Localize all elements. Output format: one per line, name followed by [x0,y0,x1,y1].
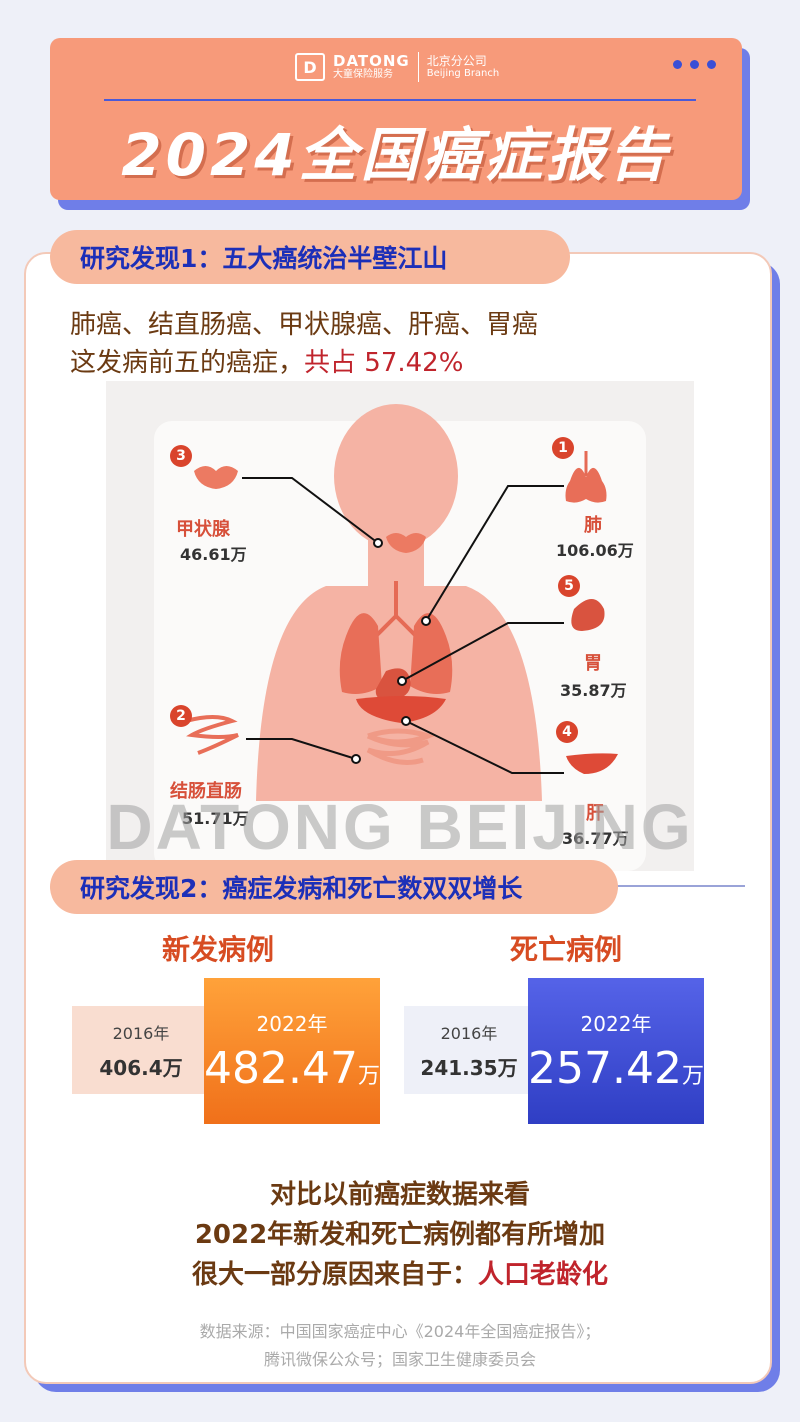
organ-label-colorectal: 结肠直肠 [170,781,242,802]
deaths-label: 死亡病例 [510,933,623,966]
organ-value-colorectal: 51.71万 [182,809,249,828]
lungs-organ [374,581,418,638]
logo-divider [417,52,419,82]
logo-mark-icon: D [295,53,325,81]
deaths-2022-box: 2022年 257.42万 [528,978,704,1124]
liver-organ [356,696,446,723]
deaths-2016-year: 2016年 [440,1023,498,1043]
branch-cn: 北京分公司 [426,53,487,68]
intro-line2-a: 这发病前五的癌症， [70,348,305,378]
finding1-title: 研究发现1：五大癌统治半壁江山 [50,230,570,284]
new-cases-2016-year: 2016年 [112,1023,170,1043]
organ-label-stomach: 胃 [584,653,602,674]
new-cases-2022-year: 2022年 [256,1012,328,1036]
conclusion-line3-a: 很大一部分原因来自于： [191,1260,478,1290]
branch-en: Beijing Branch [426,68,500,80]
thyroid-organ [386,533,426,553]
intro-line1: 肺癌、结直肠癌、甲状腺癌、肝癌、胃癌 [70,310,539,340]
watermark-text: DATONG BEIJING [106,791,694,863]
conclusion-line2: 2022年新发和死亡病例都有所增加 [194,1220,606,1250]
conclusion: 对比以前癌症数据来看 2022年新发和死亡病例都有所增加 很大一部分原因来自于：… [0,1175,800,1295]
organ-value-lung: 106.06万 [556,541,634,560]
source-line2: 腾讯微保公众号；国家卫生健康委员会 [263,1350,536,1369]
data-source: 数据来源：中国国家癌症中心《2024年全国癌症报告》； 腾讯微保公众号；国家卫生… [0,1318,800,1374]
new-cases-2016-value: 406.4万 [99,1055,183,1080]
conclusion-highlight: 人口老龄化 [478,1260,609,1290]
new-cases-2016-box: 2016年 406.4万 [72,1006,210,1094]
organ-value-thyroid: 46.61万 [180,545,247,564]
deaths-2016-box: 2016年 241.35万 [404,1006,534,1094]
logo-cn: 大童保险服务 [333,68,393,80]
rank-badge-4: 4 [556,721,578,743]
new-cases-2022-value: 482.47 [204,1043,358,1094]
datong-logo: D DATONG 大童保险服务 北京分公司 Beijing Branch [295,50,499,84]
new-cases-unit: 万 [357,1064,380,1089]
rank-badge-3: 3 [170,445,192,467]
rank-badge-1: 1 [552,437,574,459]
more-dots-icon [673,60,716,69]
organ-label-lung: 肺 [584,515,602,536]
body-illustration: 3 甲状腺 46.61万 1 肺 106.06万 5 胃 35.87万 2 结肠… [106,381,694,871]
conclusion-line1: 对比以前癌症数据来看 [269,1180,530,1210]
new-cases-2022-box: 2022年 482.47万 [204,978,380,1124]
header-card: D DATONG 大童保险服务 北京分公司 Beijing Branch 202… [50,38,742,200]
logo-en: DATONG [333,51,410,70]
intestine-organ [366,728,436,765]
deaths-2022-year: 2022年 [580,1012,652,1036]
finding2-title: 研究发现2：癌症发病和死亡数双双增长 [50,860,618,914]
body-figure-svg [154,404,646,871]
organ-value-stomach: 35.87万 [560,681,627,700]
header-divider [104,99,696,101]
finding2-line [610,885,745,887]
deaths-unit: 万 [681,1064,704,1089]
rank-badge-5: 5 [558,575,580,597]
rank-badge-2: 2 [170,705,192,727]
finding1-intro: 肺癌、结直肠癌、甲状腺癌、肝癌、胃癌 这发病前五的癌症，共占 57.42% [70,306,710,382]
deaths-2022-value: 257.42 [528,1043,682,1094]
organ-value-liver: 36.77万 [562,829,629,848]
intro-line2-highlight: 共占 57.42% [304,348,464,378]
organ-label-thyroid: 甲状腺 [176,519,230,540]
source-line1: 数据来源：中国国家癌症中心《2024年全国癌症报告》； [199,1322,601,1341]
page-title: 2024全国癌症报告 [121,121,671,189]
organ-label-liver: 肝 [586,803,604,824]
new-cases-label: 新发病例 [162,933,275,966]
deaths-2016-value: 241.35万 [420,1055,518,1080]
